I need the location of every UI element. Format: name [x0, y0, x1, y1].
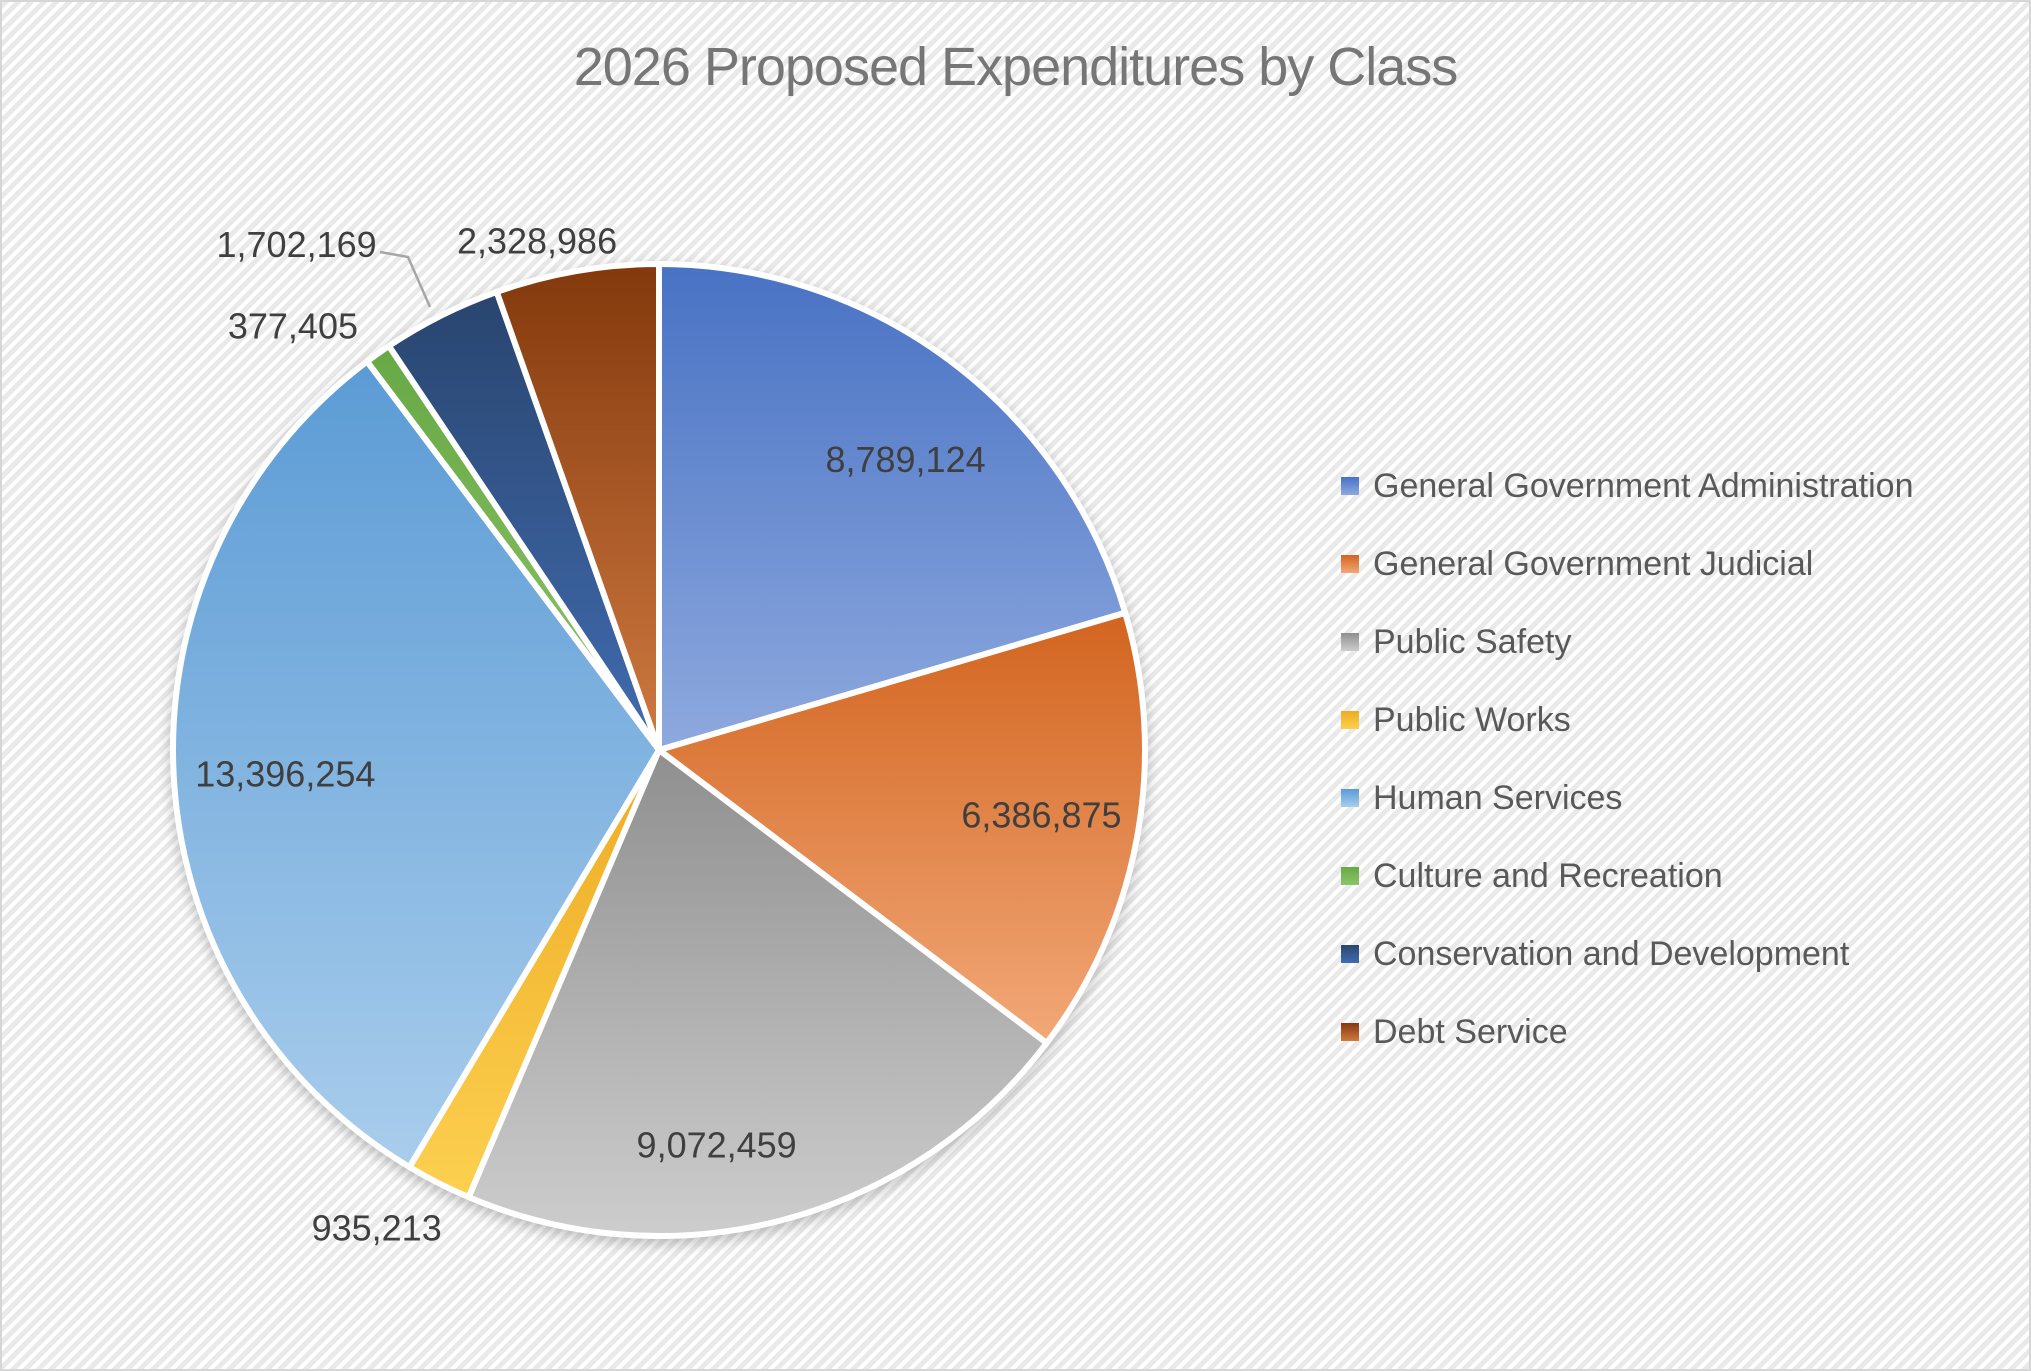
legend-label-public-works: Public Works — [1373, 700, 1571, 739]
legend-item-general-government-administration[interactable]: General Government Administration — [1341, 447, 1913, 525]
legend-label-public-safety: Public Safety — [1373, 622, 1572, 661]
legend-swatch-public-works — [1341, 711, 1359, 729]
legend-item-debt-service[interactable]: Debt Service — [1341, 993, 1913, 1071]
legend-item-public-works[interactable]: Public Works — [1341, 681, 1913, 759]
legend-swatch-debt-service — [1341, 1023, 1359, 1041]
pie-slice-debt-service[interactable] — [493, 261, 662, 753]
data-label-general-government-administration: 8,789,124 — [825, 439, 985, 480]
legend-swatch-culture-and-recreation — [1341, 867, 1359, 885]
legend-swatch-general-government-administration — [1341, 477, 1359, 495]
data-label-human-services: 13,396,254 — [195, 753, 375, 794]
pie-slice-general-government-judicial[interactable] — [656, 609, 1148, 1047]
legend-label-culture-and-recreation: Culture and Recreation — [1373, 856, 1723, 895]
legend-label-general-government-judicial: General Government Judicial — [1373, 544, 1814, 583]
data-label-conservation-and-development: 1,702,169 — [217, 224, 377, 265]
data-label-public-works: 935,213 — [312, 1208, 442, 1249]
data-label-general-government-judicial: 6,386,875 — [961, 794, 1121, 835]
data-label-debt-service: 2,328,986 — [457, 220, 617, 261]
legend-label-general-government-administration: General Government Administration — [1373, 466, 1914, 505]
pie-slice-general-government-administration[interactable] — [656, 261, 1129, 753]
legend-swatch-general-government-judicial — [1341, 555, 1359, 573]
legend-item-public-safety[interactable]: Public Safety — [1341, 603, 1913, 681]
legend-item-general-government-judicial[interactable]: General Government Judicial — [1341, 525, 1913, 603]
pie-slice-public-safety[interactable] — [465, 747, 1050, 1239]
legend-label-human-services: Human Services — [1373, 778, 1623, 817]
leader-line-conservation-and-development — [379, 250, 432, 308]
legend-label-conservation-and-development: Conservation and Development — [1373, 934, 1850, 973]
data-label-culture-and-recreation: 377,405 — [228, 306, 358, 347]
chart-title: 2026 Proposed Expenditures by Class — [573, 37, 1459, 97]
legend-item-culture-and-recreation[interactable]: Culture and Recreation — [1341, 837, 1913, 915]
pie-slice-human-services[interactable] — [170, 358, 662, 1171]
legend: General Government Administration General… — [1341, 447, 1913, 1071]
legend-swatch-public-safety — [1341, 633, 1359, 651]
data-label-public-safety: 9,072,459 — [637, 1125, 797, 1166]
legend-item-conservation-and-development[interactable]: Conservation and Development — [1341, 915, 1913, 993]
legend-item-human-services[interactable]: Human Services — [1341, 759, 1913, 837]
legend-swatch-conservation-and-development — [1341, 945, 1359, 963]
legend-label-debt-service: Debt Service — [1373, 1012, 1568, 1051]
legend-swatch-human-services — [1341, 789, 1359, 807]
